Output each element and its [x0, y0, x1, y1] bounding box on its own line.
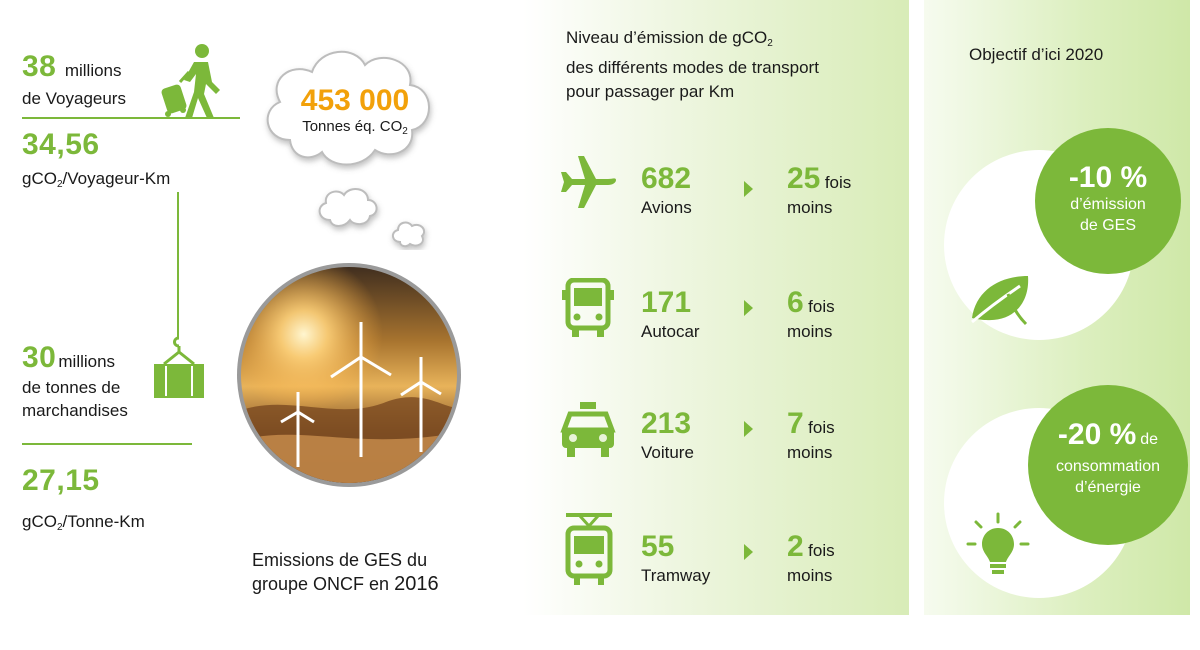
mode-value: 682	[641, 162, 692, 195]
times-less-word: moins	[787, 443, 833, 462]
goal-energy-line2: d’énergie	[1075, 479, 1141, 496]
mode-value: 55	[641, 530, 675, 563]
times-less-word: moins	[787, 322, 833, 341]
goal-energy-badge: -20 % de consommation d’énergie	[1028, 385, 1188, 545]
goal-energy-de: de	[1140, 431, 1159, 448]
photo-caption: Emissions de GES du groupe ONCF en 2016	[252, 550, 439, 595]
goal-emissions-badge: -10 % d’émission de GES	[1035, 128, 1181, 274]
goal-emissions-line1: d’émission	[1070, 196, 1146, 213]
thought-cloud-shape	[266, 50, 430, 248]
connector-line	[177, 192, 179, 337]
travelers-label: de Voyageurs	[22, 89, 126, 108]
cloud-content: 453 000 Tonnes éq. CO2	[270, 86, 440, 142]
arrow-right-icon	[744, 421, 753, 437]
times-less: 2 fois	[787, 530, 835, 563]
airplane-icon	[561, 156, 616, 208]
gco2-voyageur-label: gCO2/Voyageur-Km	[22, 169, 171, 190]
goal-emissions-value: -10 %	[1068, 161, 1148, 194]
travelers-unit: millions	[64, 61, 122, 80]
cargo-crate-icon	[154, 336, 204, 398]
gco2-tonne-label: gCO2/Tonne-Km	[22, 512, 145, 533]
freight-label-1: de tonnes de	[22, 378, 121, 397]
taxi-icon	[560, 402, 616, 457]
travelers-number: 38	[22, 50, 57, 83]
goal-energy-line1: consommation	[1055, 458, 1161, 475]
transport-panel-title: Niveau d’émission de gCO2 des différents…	[566, 28, 819, 101]
traveler-with-suitcase-icon	[161, 44, 220, 118]
transport-emissions-panel	[523, 0, 909, 615]
gco2-voyageur-number: 34,56	[22, 128, 100, 161]
gco2-tonne-number: 27,15	[22, 464, 100, 497]
times-less: 6 fois	[787, 286, 835, 319]
times-less-word: moins	[787, 566, 833, 585]
freight-stat: 30 millions	[22, 343, 115, 373]
bus-icon	[562, 278, 614, 337]
times-less: 25 fois	[787, 162, 852, 195]
mode-name: Avions	[641, 198, 692, 217]
tram-icon	[565, 513, 613, 585]
mode-name: Autocar	[641, 322, 700, 341]
arrow-right-icon	[744, 300, 753, 316]
mode-name: Voiture	[641, 443, 694, 462]
freight-label-2: marchandises	[22, 401, 128, 420]
freight-number: 30	[22, 341, 57, 374]
times-less: 7 fois	[787, 407, 835, 440]
divider-line	[22, 117, 240, 119]
arrow-right-icon	[744, 181, 753, 197]
travelers-stat: 38 millions	[22, 52, 122, 82]
wind-turbines-photo	[237, 263, 461, 487]
mode-name: Tramway	[641, 566, 711, 585]
objectives-title: Objectif d’ici 2020	[969, 45, 1104, 64]
mode-value: 171	[641, 286, 692, 319]
divider-line	[22, 443, 192, 445]
goal-emissions-line2: de GES	[1079, 217, 1137, 234]
times-less-word: moins	[787, 198, 833, 217]
emissions-unit: Tonnes éq. CO2	[302, 118, 408, 137]
emissions-total: 453 000	[300, 84, 410, 117]
leaf-icon	[971, 276, 1029, 326]
lightbulb-icon	[966, 512, 1030, 574]
freight-unit: millions	[58, 352, 116, 371]
mode-value: 213	[641, 407, 692, 440]
arrow-right-icon	[744, 544, 753, 560]
goal-energy-value: -20 %	[1057, 418, 1137, 451]
